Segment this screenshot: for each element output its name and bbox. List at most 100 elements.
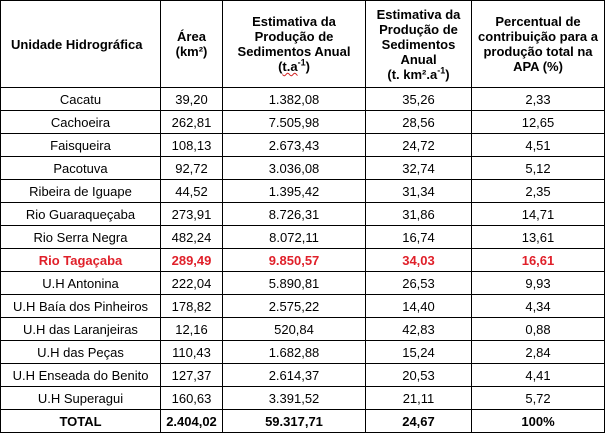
cell-specific: 35,26 xyxy=(365,87,472,111)
cell-percent: 12,65 xyxy=(471,110,605,134)
cell-unit: Cachoeira xyxy=(0,110,161,134)
cell-area: 108,13 xyxy=(160,133,223,157)
cell-area: 482,24 xyxy=(160,225,223,249)
table-row: U.H Baía dos Pinheiros 178,82 2.575,22 1… xyxy=(0,294,605,318)
table-row: U.H Enseada do Benito 127,37 2.614,37 20… xyxy=(0,363,605,387)
cell-percent: 9,93 xyxy=(471,271,605,295)
cell-specific: 24,72 xyxy=(365,133,472,157)
cell-specific: 20,53 xyxy=(365,363,472,387)
table-row: Faisqueira 108,13 2.673,43 24,72 4,51 xyxy=(0,133,605,157)
header-row: Unidade Hidrográfica Área (km²) Estimati… xyxy=(0,0,605,88)
cell-specific: 15,24 xyxy=(365,340,472,364)
cell-area: 289,49 xyxy=(160,248,223,272)
cell-unit: U.H Enseada do Benito xyxy=(0,363,161,387)
cell-area: 262,81 xyxy=(160,110,223,134)
header-percent-contribution: Percentual de contribuição para a produç… xyxy=(471,0,605,88)
cell-production: 1.682,88 xyxy=(222,340,366,364)
cell-area: 160,63 xyxy=(160,386,223,410)
cell-area: 2.404,02 xyxy=(160,409,223,433)
header-specific-production-unit: (t. km².a-1) xyxy=(387,65,450,82)
cell-specific: 28,56 xyxy=(365,110,472,134)
cell-unit: Cacatu xyxy=(0,87,161,111)
cell-percent: 2,35 xyxy=(471,179,605,203)
header-specific-production: Estimativa da Produção de Sedimentos Anu… xyxy=(365,0,472,88)
header-area-label: Área xyxy=(177,29,206,44)
table-row: Cachoeira 262,81 7.505,98 28,56 12,65 xyxy=(0,110,605,134)
table-row: U.H Antonina 222,04 5.890,81 26,53 9,93 xyxy=(0,271,605,295)
cell-unit: TOTAL xyxy=(0,409,161,433)
cell-production: 8.726,31 xyxy=(222,202,366,226)
header-annual-production-unit: (t.a-1) xyxy=(278,57,310,74)
table-row-highlighted: Rio Tagaçaba 289,49 9.850,57 34,03 16,61 xyxy=(0,248,605,272)
cell-specific: 31,86 xyxy=(365,202,472,226)
cell-production: 2.575,22 xyxy=(222,294,366,318)
cell-specific: 21,11 xyxy=(365,386,472,410)
cell-percent: 13,61 xyxy=(471,225,605,249)
cell-unit: Rio Tagaçaba xyxy=(0,248,161,272)
cell-production: 2.614,37 xyxy=(222,363,366,387)
cell-percent: 4,51 xyxy=(471,133,605,157)
cell-specific: 26,53 xyxy=(365,271,472,295)
cell-unit: U.H Superagui xyxy=(0,386,161,410)
cell-unit: U.H das Peças xyxy=(0,340,161,364)
cell-area: 92,72 xyxy=(160,156,223,180)
sediment-table: Unidade Hidrográfica Área (km²) Estimati… xyxy=(0,0,605,433)
cell-area: 12,16 xyxy=(160,317,223,341)
table-row: U.H das Laranjeiras 12,16 520,84 42,83 0… xyxy=(0,317,605,341)
table-row: Ribeira de Iguape 44,52 1.395,42 31,34 2… xyxy=(0,179,605,203)
cell-specific: 16,74 xyxy=(365,225,472,249)
cell-production: 9.850,57 xyxy=(222,248,366,272)
cell-percent: 2,84 xyxy=(471,340,605,364)
cell-percent: 100% xyxy=(471,409,605,433)
cell-percent: 4,41 xyxy=(471,363,605,387)
table-row: U.H Superagui 160,63 3.391,52 21,11 5,72 xyxy=(0,386,605,410)
cell-production: 7.505,98 xyxy=(222,110,366,134)
cell-unit: Faisqueira xyxy=(0,133,161,157)
cell-area: 178,82 xyxy=(160,294,223,318)
header-unit: Unidade Hidrográfica xyxy=(0,0,161,88)
header-area-unit: (km²) xyxy=(175,44,208,59)
table-row: Cacatu 39,20 1.382,08 35,26 2,33 xyxy=(0,87,605,111)
table-row: U.H das Peças 110,43 1.682,88 15,24 2,84 xyxy=(0,340,605,364)
cell-production: 8.072,11 xyxy=(222,225,366,249)
cell-unit: U.H Antonina xyxy=(0,271,161,295)
cell-area: 44,52 xyxy=(160,179,223,203)
cell-specific: 32,74 xyxy=(365,156,472,180)
cell-production: 5.890,81 xyxy=(222,271,366,295)
cell-percent: 0,88 xyxy=(471,317,605,341)
header-annual-production: Estimativa da Produção de Sedimentos Anu… xyxy=(222,0,366,88)
cell-unit: U.H das Laranjeiras xyxy=(0,317,161,341)
cell-specific: 24,67 xyxy=(365,409,472,433)
cell-percent: 14,71 xyxy=(471,202,605,226)
table-row: Rio Guaraqueçaba 273,91 8.726,31 31,86 1… xyxy=(0,202,605,226)
cell-production: 3.391,52 xyxy=(222,386,366,410)
header-specific-production-label: Estimativa da Produção de Sedimentos Anu… xyxy=(376,6,461,67)
cell-production: 520,84 xyxy=(222,317,366,341)
cell-specific: 34,03 xyxy=(365,248,472,272)
table-row: Pacotuva 92,72 3.036,08 32,74 5,12 xyxy=(0,156,605,180)
cell-area: 39,20 xyxy=(160,87,223,111)
table-row-total: TOTAL 2.404,02 59.317,71 24,67 100% xyxy=(0,409,605,433)
cell-area: 110,43 xyxy=(160,340,223,364)
cell-unit: Rio Serra Negra xyxy=(0,225,161,249)
cell-percent: 2,33 xyxy=(471,87,605,111)
cell-production: 1.382,08 xyxy=(222,87,366,111)
cell-unit: Ribeira de Iguape xyxy=(0,179,161,203)
cell-specific: 31,34 xyxy=(365,179,472,203)
cell-production: 3.036,08 xyxy=(222,156,366,180)
cell-area: 222,04 xyxy=(160,271,223,295)
header-area: Área (km²) xyxy=(160,0,223,88)
cell-unit: Rio Guaraqueçaba xyxy=(0,202,161,226)
cell-percent: 16,61 xyxy=(471,248,605,272)
cell-area: 273,91 xyxy=(160,202,223,226)
cell-percent: 5,72 xyxy=(471,386,605,410)
cell-percent: 5,12 xyxy=(471,156,605,180)
cell-area: 127,37 xyxy=(160,363,223,387)
cell-specific: 42,83 xyxy=(365,317,472,341)
cell-specific: 14,40 xyxy=(365,294,472,318)
table-row: Rio Serra Negra 482,24 8.072,11 16,74 13… xyxy=(0,225,605,249)
cell-unit: Pacotuva xyxy=(0,156,161,180)
cell-production: 59.317,71 xyxy=(222,409,366,433)
cell-unit: U.H Baía dos Pinheiros xyxy=(0,294,161,318)
cell-production: 1.395,42 xyxy=(222,179,366,203)
